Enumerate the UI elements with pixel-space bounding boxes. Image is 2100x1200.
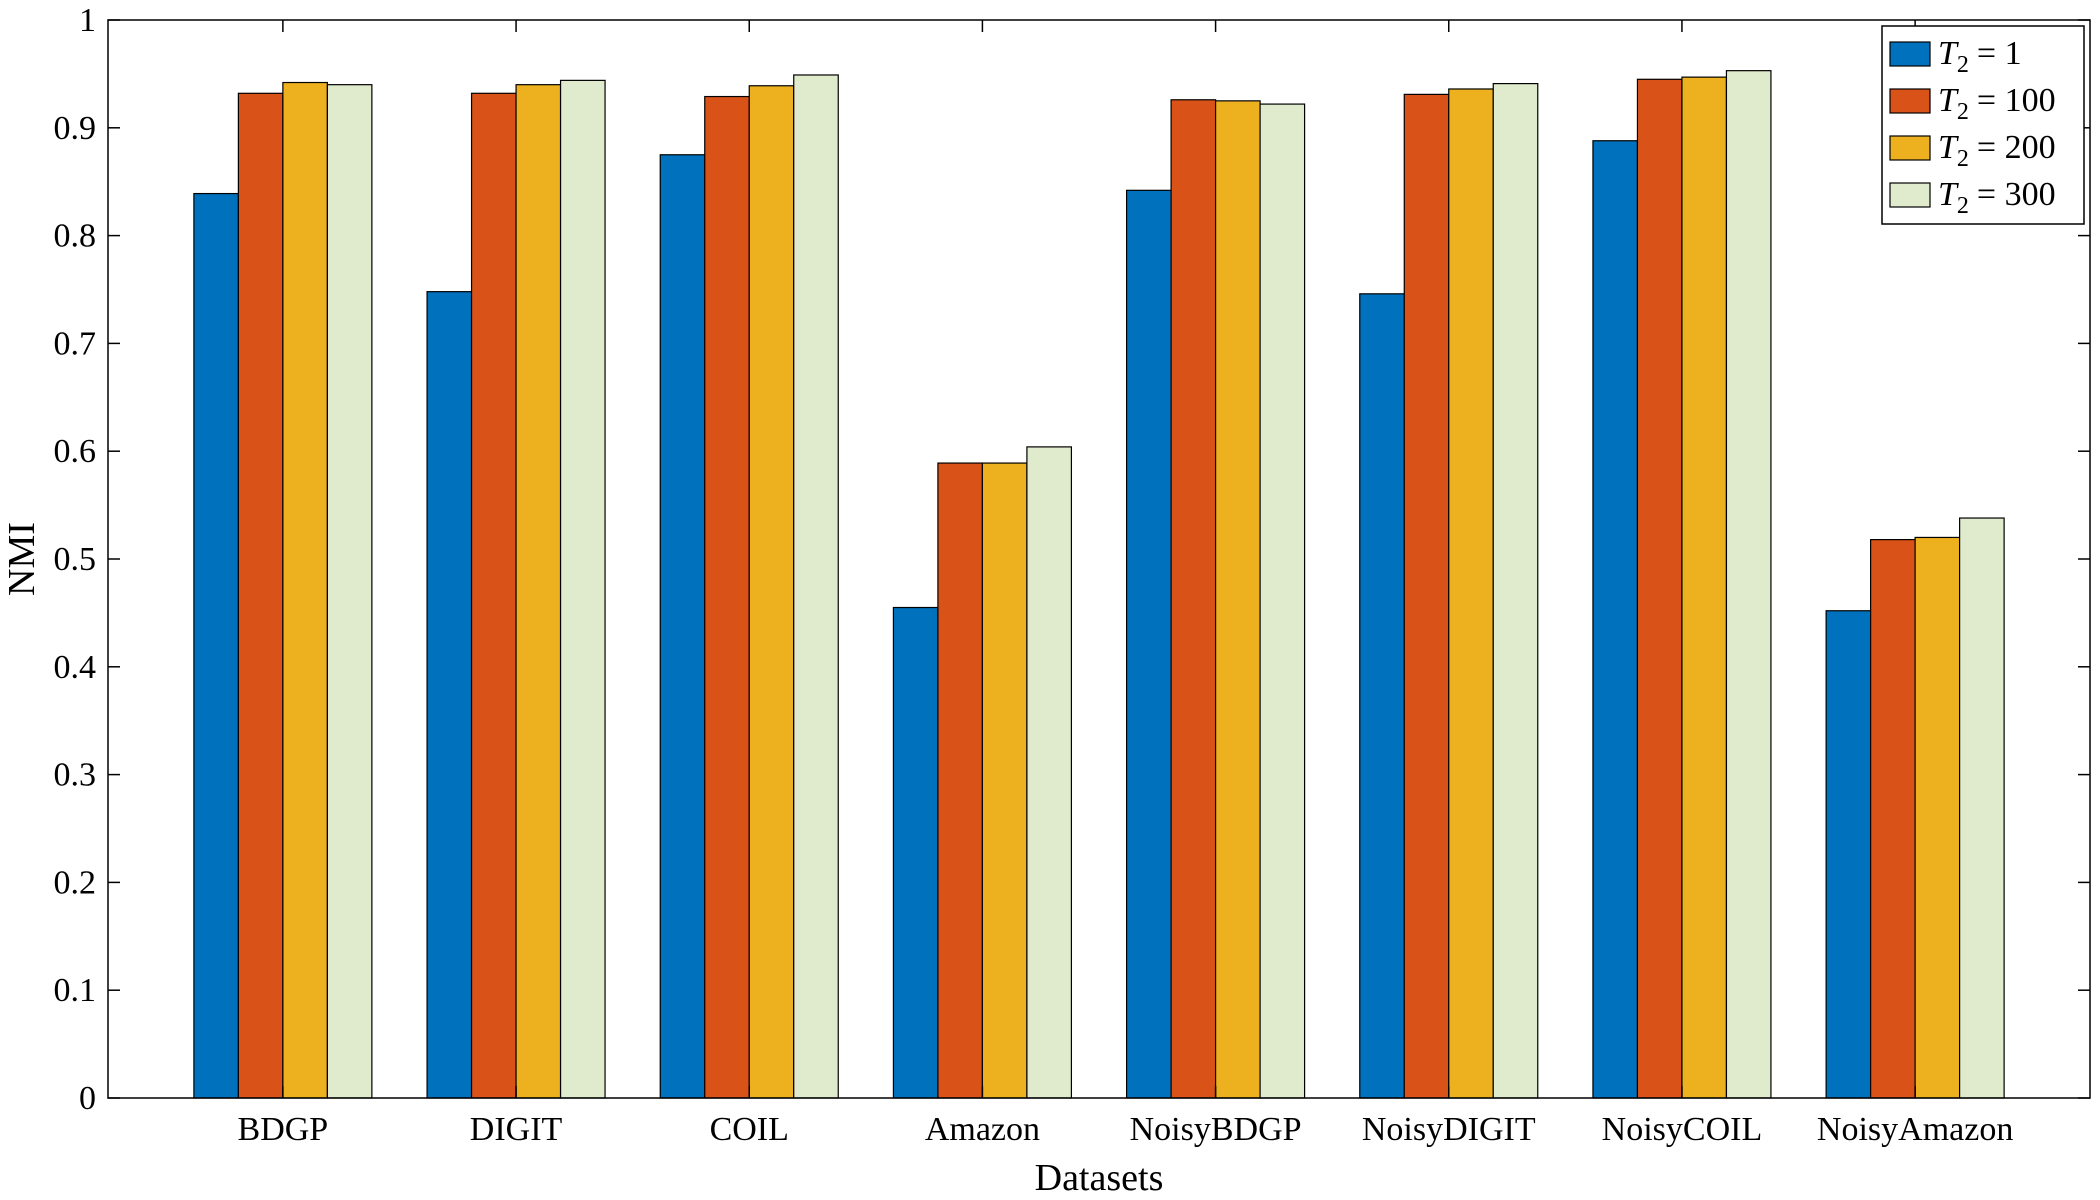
legend-label: T2 = 200 [1938,129,2056,172]
legend-swatch [1889,88,1931,114]
bar-digit-series-2 [470,92,517,1099]
bar-noisyamazon-series-2 [1870,538,1916,1099]
bar-noisyamazon-series-4 [1959,517,2005,1099]
bar-digit-series-3 [515,84,562,1099]
legend-label: T2 = 1 [1938,35,2022,78]
x-tick-label: Amazon [925,1111,1040,1148]
bar-coil-series-4 [793,74,839,1099]
y-tick-label: 0.5 [54,541,97,578]
bar-coil-series-2 [704,95,750,1099]
y-tick-labels: 0 0.1 0.2 0.3 0.4 0.5 0.6 0.7 0.8 0.9 1 [54,2,97,1117]
y-tick-label: 0.6 [54,433,97,470]
bar-noisyamazon-series-3 [1914,536,1961,1099]
legend-swatch [1889,182,1931,208]
x-tick-label: NoisyBDGP [1130,1111,1302,1148]
legend-label: T2 = 300 [1938,176,2056,219]
ticks-layer [108,19,2090,1099]
bar-noisybdgp-series-2 [1170,99,1217,1099]
y-tick-label: 0.9 [54,110,97,147]
bar-bdgp-series-4 [326,84,373,1099]
bar-noisydigit-series-4 [1492,82,1539,1099]
x-tick-labels: BDGP DIGIT COIL Amazon NoisyBDGP NoisyDIGIT No… [238,1111,2014,1148]
bar-noisydigit-series-2 [1403,93,1450,1099]
bar-bdgp-series-3 [282,81,328,1099]
bar-bdgp-series-2 [237,92,284,1099]
bar-noisydigit-series-3 [1448,88,1494,1099]
legend-swatch [1889,41,1931,67]
y-tick-label: 0.1 [54,972,97,1009]
bar-noisybdgp-series-3 [1214,100,1261,1099]
y-axis-title: NMI [1,522,43,596]
y-tick-label: 0.3 [54,757,97,794]
bars-layer [193,70,2005,1099]
bar-amazon-series-1 [892,606,939,1099]
bar-noisycoil-series-2 [1636,78,1683,1099]
bar-noisycoil-series-3 [1681,76,1728,1099]
x-axis-title: Datasets [1035,1157,1164,1199]
bar-noisybdgp-series-1 [1125,189,1172,1099]
y-tick-label: 0 [79,1080,96,1117]
bar-digit-series-1 [426,291,473,1099]
y-tick-label: 1 [79,2,96,39]
x-tick-label: BDGP [238,1111,329,1148]
bar-coil-series-1 [659,154,706,1099]
y-tick-label: 0.4 [54,649,97,686]
bar-amazon-series-4 [1026,446,1073,1099]
y-tick-label: 0.7 [54,325,97,362]
legend-label: T2 = 100 [1938,82,2056,125]
bar-digit-series-4 [559,79,606,1099]
x-tick-label: NoisyDIGIT [1362,1111,1536,1148]
bar-noisybdgp-series-4 [1259,103,1306,1099]
x-tick-label: DIGIT [470,1111,563,1148]
bar-bdgp-series-1 [193,192,239,1099]
plot-frame [107,19,2091,1099]
y-tick-label: 0.8 [54,218,97,255]
bar-noisycoil-series-4 [1725,70,1772,1099]
bar-amazon-series-3 [981,462,1028,1099]
x-tick-label: NoisyAmazon [1817,1111,2013,1148]
bar-amazon-series-2 [937,462,984,1099]
bar-noisycoil-series-1 [1592,140,1639,1099]
bar-coil-series-3 [748,85,795,1099]
x-tick-label: COIL [710,1111,789,1148]
bar-noisydigit-series-1 [1359,293,1405,1099]
y-tick-label: 0.2 [54,864,97,901]
x-tick-label: NoisyCOIL [1602,1111,1763,1148]
bar-noisyamazon-series-1 [1825,610,1872,1099]
legend-swatch [1889,135,1931,161]
